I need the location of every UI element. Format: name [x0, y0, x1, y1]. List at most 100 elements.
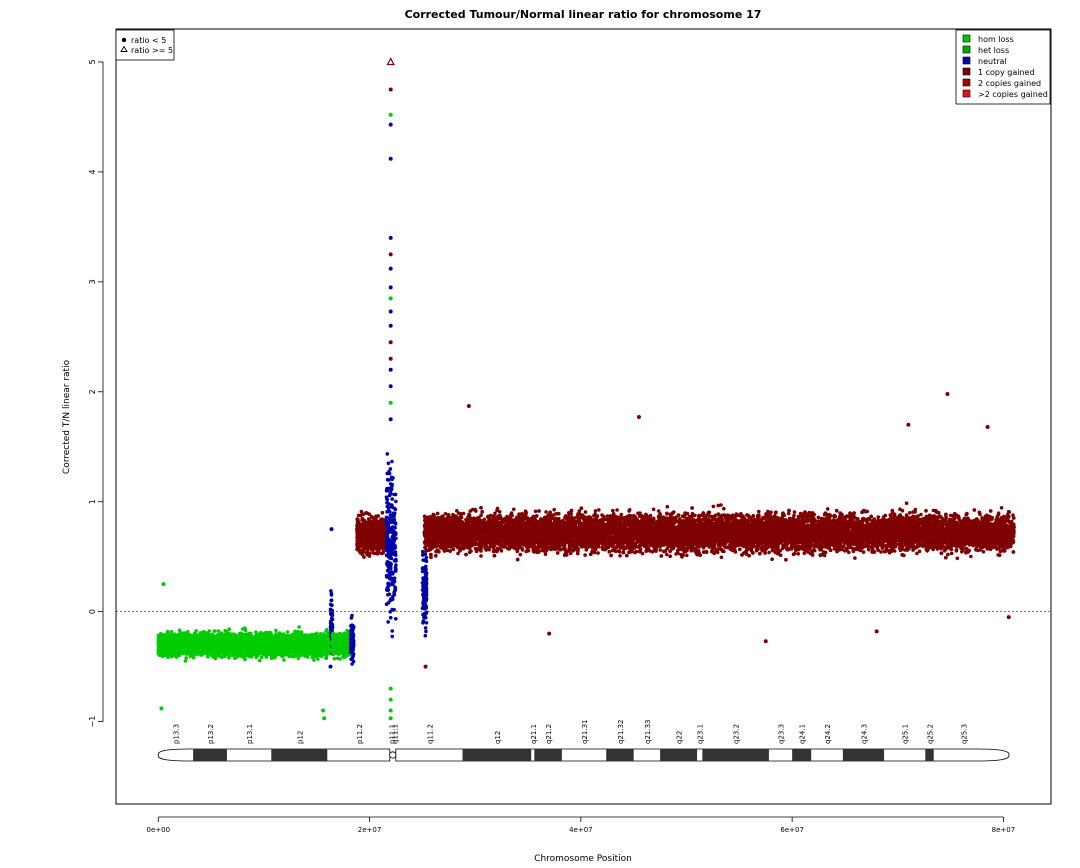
- data-point: [325, 651, 330, 655]
- data-point: [331, 634, 336, 639]
- data-point: [229, 650, 233, 655]
- data-point: [200, 633, 205, 638]
- data-point: [330, 603, 334, 607]
- data-point: [182, 651, 186, 656]
- data-point: [299, 646, 303, 651]
- data-point: [297, 625, 301, 629]
- data-point: [166, 650, 170, 655]
- data-point: [227, 646, 231, 651]
- data-point: [243, 657, 247, 662]
- data-point: [181, 643, 185, 648]
- data-point: [325, 628, 329, 632]
- points-layer: [156, 452, 1016, 666]
- data-point: [291, 650, 295, 655]
- data-point: [267, 630, 272, 635]
- data-point: [335, 656, 340, 660]
- data-point: [276, 641, 281, 646]
- data-point: [212, 629, 217, 633]
- data-point: [324, 639, 328, 643]
- data-point: [219, 644, 223, 648]
- data-point: [341, 654, 345, 659]
- data-point: [265, 637, 269, 641]
- data-point: [295, 641, 300, 645]
- data-point: [203, 640, 207, 645]
- data-point: [254, 630, 258, 634]
- data-point: [284, 636, 288, 640]
- data-point: [241, 637, 245, 641]
- data-point: [324, 644, 329, 648]
- data-point: [192, 636, 196, 640]
- data-point: [299, 630, 303, 635]
- data-point: [204, 644, 209, 648]
- data-point: [316, 646, 321, 650]
- data-point: [269, 645, 274, 650]
- data-point: [199, 649, 203, 654]
- data-point: [158, 635, 162, 640]
- data-point: [237, 645, 241, 650]
- data-point: [302, 637, 307, 642]
- data-point: [225, 640, 230, 644]
- data-point: [318, 642, 322, 646]
- data-point: [292, 654, 297, 658]
- data-point: [172, 646, 177, 651]
- data-point: [273, 654, 278, 659]
- data-point: [223, 652, 228, 657]
- data-point: [292, 645, 297, 649]
- data-point: [285, 630, 290, 634]
- data-point: [259, 655, 264, 659]
- data-point: [306, 633, 311, 638]
- data-point: [190, 640, 195, 645]
- data-point: [205, 636, 209, 640]
- data-point: [211, 647, 216, 652]
- data-point: [241, 644, 246, 649]
- data-point: [275, 648, 279, 653]
- data-point: [160, 644, 165, 648]
- data-point: [282, 658, 286, 662]
- data-point: [320, 638, 325, 642]
- data-point: [161, 650, 166, 654]
- data-point: [274, 635, 278, 639]
- data-point: [179, 636, 183, 640]
- data-point: [255, 651, 259, 655]
- data-point: [280, 633, 285, 637]
- data-point: [221, 640, 226, 644]
- data-point: [249, 637, 254, 641]
- data-point: [320, 651, 325, 655]
- data-point: [224, 644, 228, 649]
- data-point: [190, 653, 195, 658]
- data-point: [315, 653, 319, 658]
- chart-title: Corrected Tumour/Normal linear ratio for…: [405, 8, 762, 21]
- data-point: [184, 656, 188, 660]
- data-point: [211, 643, 215, 648]
- data-point: [193, 649, 198, 654]
- data-point: [277, 634, 282, 639]
- data-point: [297, 653, 302, 657]
- data-point: [265, 647, 269, 651]
- data-point: [269, 642, 274, 647]
- data-point: [314, 636, 318, 640]
- data-point: [329, 598, 334, 602]
- data-point: [187, 639, 191, 644]
- data-point: [312, 649, 317, 653]
- data-point: [157, 642, 161, 646]
- data-point: [230, 632, 235, 636]
- data-point: [169, 633, 173, 637]
- data-point: [186, 643, 190, 648]
- data-point: [262, 636, 266, 641]
- data-point: [287, 654, 291, 659]
- data-point: [310, 641, 315, 645]
- data-point: [216, 637, 221, 641]
- data-point: [247, 654, 251, 659]
- data-point: [166, 647, 171, 652]
- data-point: [244, 634, 249, 639]
- data-point: [258, 658, 262, 663]
- data-point: [220, 655, 224, 660]
- data-point: [327, 641, 332, 645]
- data-point: [307, 640, 312, 645]
- data-point: [295, 644, 300, 649]
- data-point: [233, 656, 237, 661]
- data-point: [209, 639, 213, 643]
